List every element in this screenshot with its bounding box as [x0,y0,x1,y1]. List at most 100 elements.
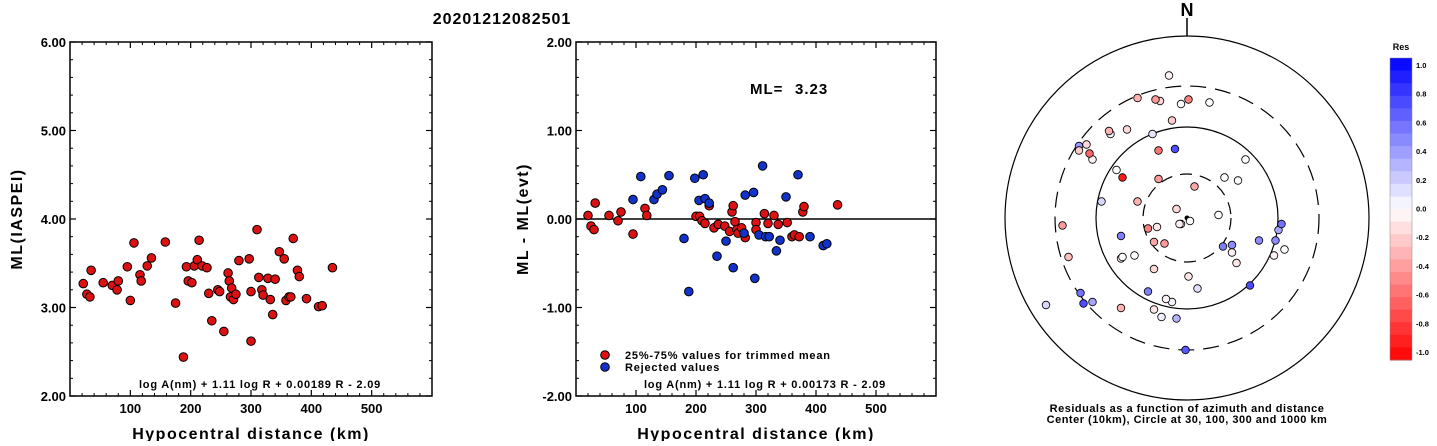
colorbar-tick-label: 0.8 [1416,90,1426,99]
residual-point [1218,242,1228,251]
trimmed-point [613,215,623,226]
rejected-point [657,184,668,195]
data-point [294,271,305,282]
data-point [274,246,285,257]
residual-point [1160,239,1169,248]
residual-point [1151,95,1160,104]
data-point [327,262,338,273]
data-point [214,286,225,297]
data-point [270,274,280,284]
residual-point [1227,248,1237,257]
residual-point [1193,284,1202,293]
residual-point [1082,140,1091,149]
rejected-point [775,235,785,246]
data-point [219,326,229,337]
data-point [178,352,189,362]
data-point [202,262,212,273]
rejected-point [698,169,709,180]
residual-point [1172,204,1181,214]
colorbar-segment [1390,234,1412,248]
data-point [231,289,241,300]
residual-point [1079,299,1088,308]
data-point [192,254,203,265]
data-point [252,224,262,235]
rejected-point [664,170,674,181]
colorbar-segment [1390,133,1412,147]
residual-point [1176,99,1186,109]
trimmed-point [773,219,784,230]
colorbar-segment [1390,322,1412,336]
data-point [170,298,181,308]
residual-point [1149,305,1159,314]
trimmed-point [590,198,601,208]
trimmed-point [759,208,770,219]
residual-point [1190,182,1199,191]
residual-point [1254,236,1264,245]
data-point [286,292,296,302]
circle-1000km [1004,35,1370,401]
rejected-point [739,228,749,238]
residual-point [1280,245,1289,254]
colorbar-segment [1390,95,1412,109]
data-point [78,278,89,289]
y-tick-label: 0.00 [547,212,572,227]
colorbar-segment [1390,246,1412,260]
colorbar-segment [1390,221,1412,235]
residual-point [1233,176,1243,185]
residual-point [1130,251,1139,260]
x-tick-label: 300 [745,401,767,416]
rejected-point [748,187,759,198]
colorbar-segment [1390,297,1412,311]
residual-point [1167,116,1177,125]
y-tick-label: 5.00 [41,124,66,139]
trimmed-point [769,210,779,221]
rejected-point [684,286,694,297]
x-tick-label: 100 [625,401,647,416]
residual-point [1116,231,1126,241]
data-point [246,286,256,297]
residual-point [1277,219,1286,229]
azimuth-residual-plot: N Residuals as a function of azimuth and … [1004,0,1430,426]
data-point [206,315,217,326]
x-tick-label: 100 [119,401,141,416]
y-axis-label: ML(IASPEI) [9,168,26,269]
residual-point [1088,297,1097,307]
x-axis-label: Hypocentral distance (km) [132,426,370,441]
colorbar-segment [1390,83,1412,97]
data-point [234,255,244,266]
colorbar-tick-label: 0.0 [1416,205,1426,214]
trimmed-point [763,218,773,229]
rejected-point [636,171,646,182]
trimmed-point [616,207,626,217]
data-point [129,238,139,248]
rejected-point [690,173,700,184]
residual-point [1041,300,1051,310]
colorbar-segment [1390,284,1412,298]
data-point [317,300,327,311]
data-point [85,292,95,302]
caption-line-2: Center (10km), Circle at 30, 100, 300 an… [1047,414,1328,426]
data-point [142,261,153,271]
colorbar-segment [1390,271,1412,285]
residual-point [1118,252,1127,262]
circle-30km [1142,173,1232,263]
y-tick-label: -2.00 [542,389,572,404]
rejected-point [721,236,731,246]
x-tick-label: 400 [300,401,322,416]
residual-point [1181,345,1190,355]
residual-point [1154,174,1163,184]
x-tick-label: 500 [361,401,383,416]
data-point [223,268,233,278]
data-point [113,276,124,286]
colorbar-segment [1390,58,1412,72]
residual-point [1122,125,1132,134]
data-point [86,265,96,276]
colorbar-segment [1390,120,1412,134]
residual-point [1149,237,1159,247]
residual-point [1118,173,1127,182]
data-point [288,233,299,244]
residual-point [1214,210,1223,220]
rejected-point [822,238,832,249]
legend-label: Rejected values [625,362,720,374]
